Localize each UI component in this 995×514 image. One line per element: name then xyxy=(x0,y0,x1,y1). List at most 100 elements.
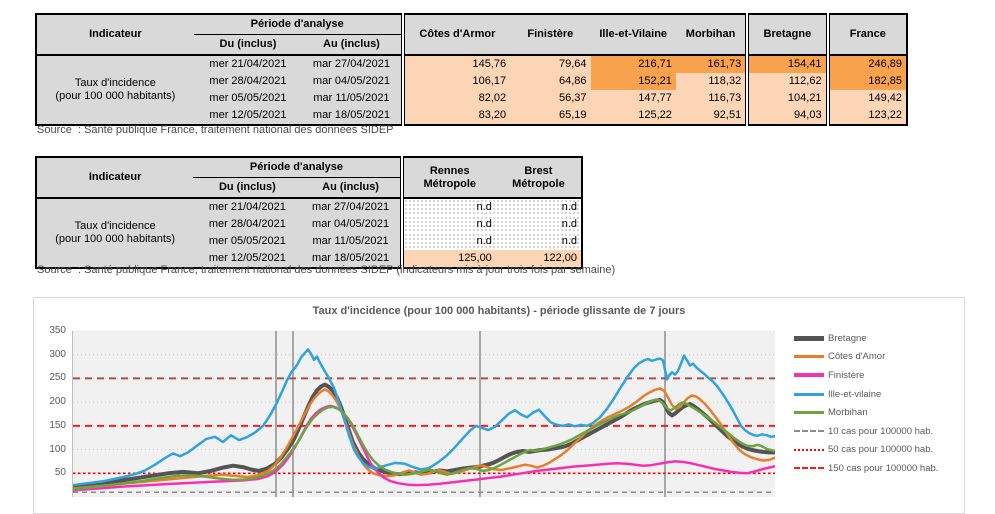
header-rennes-metropole: Rennes Métropole xyxy=(399,157,496,199)
value-cell: 182,85 xyxy=(825,73,907,90)
date-du: mer 12/05/2021 xyxy=(193,250,302,268)
y-axis-label: 50 xyxy=(54,467,66,479)
incidence-chart xyxy=(73,331,775,497)
y-axis-label: 250 xyxy=(49,372,66,384)
legend-item: 50 cas pour 100000 hab. xyxy=(794,441,938,460)
legend-item: 150 cas pour 100000 hab. xyxy=(794,459,938,478)
header-brest-metropole: Brest Métropole xyxy=(495,157,582,199)
value-cell: 104,21 xyxy=(745,90,828,107)
legend-item: Finistère xyxy=(794,366,938,385)
legend-item: Côtes d'Amor xyxy=(794,348,938,367)
chart-title: Taux d'incidence (pour 100 000 habitants… xyxy=(312,305,686,317)
value-cell: 116,73 xyxy=(675,90,748,107)
value-cell: 65,19 xyxy=(510,107,591,125)
date-au: mar 11/05/2021 xyxy=(301,233,402,250)
value-cell: 92,51 xyxy=(675,107,748,125)
value-cell: 122,00 xyxy=(495,250,582,268)
date-du: mer 12/05/2021 xyxy=(193,107,303,125)
value-cell-nd: n.d xyxy=(399,198,496,216)
row-label-taux-incidence: Taux d'incidence (pour 100 000 habitants… xyxy=(36,198,194,268)
value-cell-nd: n.d xyxy=(495,216,582,233)
legend-swatch-dotted xyxy=(794,448,824,451)
incidence-table-metropoles: Indicateur Période d'analyse Rennes Métr… xyxy=(35,156,583,269)
legend-swatch-dashed xyxy=(794,430,824,433)
date-au: mar 27/04/2021 xyxy=(302,55,403,73)
chart-legend: Bretagne Côtes d'Amor Finistère Ille-et-vil… xyxy=(794,329,938,478)
date-au: mar 04/05/2021 xyxy=(301,216,402,233)
date-au: mar 27/04/2021 xyxy=(301,198,402,216)
y-axis-label: 350 xyxy=(49,325,66,336)
date-du: mer 05/05/2021 xyxy=(193,233,302,250)
value-cell: 161,73 xyxy=(675,55,748,73)
legend-swatch-dashed xyxy=(794,467,824,470)
value-cell: 82,02 xyxy=(400,90,511,107)
row-label-line1: Taux d'incidence xyxy=(74,220,156,233)
date-au: mar 18/05/2021 xyxy=(302,107,403,125)
header-du: Du (inclus) xyxy=(193,34,303,56)
header-france: France xyxy=(825,14,907,56)
source-note-1: Source : Santé publique France, traiteme… xyxy=(37,124,394,136)
header-periode: Période d'analyse xyxy=(193,157,402,178)
date-au: mar 04/05/2021 xyxy=(302,73,403,90)
legend-swatch-solid xyxy=(794,392,824,396)
value-cell: 112,62 xyxy=(745,73,828,90)
value-cell: 123,22 xyxy=(825,107,907,125)
incidence-chart-panel: Taux d'incidence (pour 100 000 habitants… xyxy=(33,297,965,514)
legend-label: 10 cas pour 100000 hab. xyxy=(828,425,934,437)
row-label-line2: (pour 100 000 habitants) xyxy=(55,233,176,245)
value-cell-nd: n.d xyxy=(495,198,582,216)
legend-swatch-solid xyxy=(794,373,824,378)
y-axis-label: 200 xyxy=(49,396,66,408)
row-label-line1: Taux d'incidence xyxy=(74,77,156,90)
value-cell: 106,17 xyxy=(400,73,511,90)
value-cell: 56,37 xyxy=(510,90,591,107)
row-label-line2: (pour 100 000 habitants) xyxy=(55,90,176,102)
value-cell: 83,20 xyxy=(400,107,511,125)
legend-label: 150 cas pour 100000 hab. xyxy=(828,462,939,474)
value-cell: 125,00 xyxy=(399,250,496,268)
series-Bretagne xyxy=(73,382,775,489)
header-indicateur: Indicateur xyxy=(36,14,194,56)
legend-label: Morbihan xyxy=(828,407,868,419)
date-au: mar 11/05/2021 xyxy=(302,90,403,107)
header-au: Au (inclus) xyxy=(302,34,403,56)
header-periode: Période d'analyse xyxy=(193,14,403,35)
legend-label: Finistère xyxy=(828,369,865,381)
series-Ille-et-vilaine xyxy=(73,348,775,487)
header-du: Du (inclus) xyxy=(193,177,302,199)
legend-label: Ille-et-vilaine xyxy=(828,388,882,400)
date-du: mer 21/04/2021 xyxy=(193,198,302,216)
value-cell: 145,76 xyxy=(400,55,511,73)
value-cell: 149,42 xyxy=(825,90,907,107)
y-axis-label: 150 xyxy=(49,419,66,431)
header-line: Rennes xyxy=(429,164,470,177)
value-cell-nd: n.d xyxy=(399,233,496,250)
legend-swatch-solid xyxy=(794,411,824,415)
incidence-table-departments: Indicateur Période d'analyse Côtes d'Arm… xyxy=(35,13,908,126)
date-du: mer 28/04/2021 xyxy=(193,216,302,233)
header-bretagne: Bretagne xyxy=(745,14,828,56)
header-line: Métropole xyxy=(423,177,477,190)
header-au: Au (inclus) xyxy=(301,177,402,199)
legend-label: 50 cas pour 100000 hab. xyxy=(828,444,934,456)
header-morbihan: Morbihan xyxy=(675,14,748,56)
legend-item: Morbihan xyxy=(794,403,938,422)
row-label-taux-incidence: Taux d'incidence (pour 100 000 habitants… xyxy=(36,55,194,125)
value-cell: 154,41 xyxy=(745,55,828,73)
value-cell-nd: n.d xyxy=(399,216,496,233)
value-cell: 147,77 xyxy=(590,90,676,107)
value-cell: 152,21 xyxy=(590,73,676,90)
value-cell: 79,64 xyxy=(510,55,591,73)
date-du: mer 21/04/2021 xyxy=(193,55,303,73)
header-ille-et-vilaine: Ille-et-Vilaine xyxy=(590,14,676,56)
legend-label: Côtes d'Amor xyxy=(828,351,886,363)
header-line: Métropole xyxy=(512,177,565,190)
value-cell: 125,22 xyxy=(590,107,676,125)
report-page: { "table1": { "header": {"indicateur":"I… xyxy=(33,13,965,514)
legend-item: 10 cas pour 100000 hab. xyxy=(794,422,938,441)
value-cell: 94,03 xyxy=(745,107,828,125)
header-finistere: Finistère xyxy=(510,14,591,56)
value-cell: 216,71 xyxy=(590,55,676,73)
date-du: mer 28/04/2021 xyxy=(193,73,303,90)
date-du: mer 05/05/2021 xyxy=(193,90,303,107)
